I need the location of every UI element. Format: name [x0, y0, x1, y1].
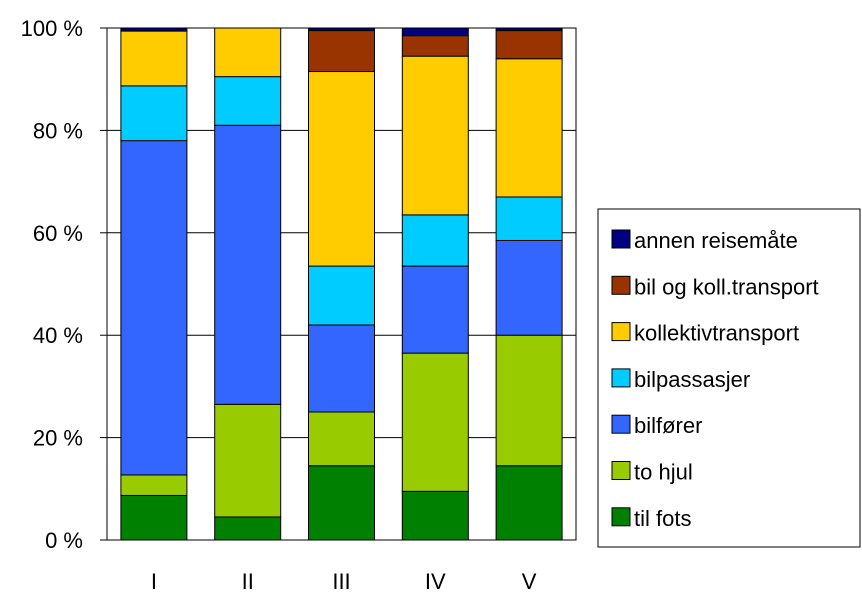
legend-item: bilfører: [611, 413, 702, 438]
x-axis: I II III IV V: [151, 569, 537, 594]
legend: annen reisemåte bil og koll.transport koll…: [597, 208, 861, 548]
y-tick-label: 20 %: [33, 426, 83, 451]
bar-stack-I: [120, 27, 188, 541]
bar-segment: [495, 465, 563, 541]
bar-segment: [120, 30, 188, 87]
legend-swatch: [611, 275, 631, 295]
legend-swatch: [611, 368, 631, 388]
bar-segment: [308, 71, 375, 267]
legend-label: kollektivtransport: [634, 321, 799, 346]
legend-label: bilpassasjer: [634, 367, 750, 392]
bar-stack-IV: [401, 27, 469, 541]
x-tick-label: II: [242, 569, 254, 594]
y-tick-label: 0 %: [45, 528, 83, 553]
y-axis: 0 % 20 % 40 % 60 % 80 % 100 %: [21, 16, 107, 553]
legend-swatch: [611, 507, 631, 527]
bar-segment: [120, 474, 188, 496]
bar-segment: [214, 27, 282, 78]
legend-label: til fots: [634, 506, 691, 531]
plot-area-frame: [106, 27, 577, 541]
x-tick-label: I: [151, 569, 157, 594]
bar-segment: [401, 35, 469, 57]
bar-segment: [401, 55, 469, 216]
bar-segment: [495, 30, 563, 60]
legend-item: bil og koll.transport: [611, 274, 819, 299]
y-tick-label: 40 %: [33, 323, 83, 348]
bar-segment: [495, 58, 563, 198]
bar-stack-II: [214, 27, 282, 541]
bar-segment: [308, 411, 375, 467]
bar-segment: [120, 494, 188, 541]
legend-label: bil og koll.transport: [634, 274, 819, 299]
bar-segment: [120, 140, 188, 476]
legend-label: to hjul: [634, 460, 693, 485]
legend-swatch: [611, 229, 631, 249]
y-tick-label: 60 %: [33, 221, 83, 246]
bar-stack-V: [495, 27, 563, 541]
y-tick-label: 100 %: [21, 16, 83, 41]
bar-stack-III: [308, 27, 375, 541]
legend-swatch: [611, 414, 631, 434]
bar-segment: [214, 516, 282, 541]
bar-segment: [401, 27, 469, 37]
legend-item: annen reisemåte: [611, 228, 798, 253]
bar-segment: [308, 265, 375, 326]
bar-segment: [308, 465, 375, 541]
legend-label: bilfører: [634, 413, 702, 438]
bar-segment: [495, 239, 563, 336]
bar-segment: [120, 85, 188, 142]
bar-segment: [214, 403, 282, 518]
bar-segment: [401, 214, 469, 267]
bar-segment: [308, 324, 375, 413]
x-tick-label: V: [522, 569, 537, 594]
bar-segment: [401, 490, 469, 541]
bar-segment: [401, 265, 469, 354]
legend-item: bilpassasjer: [611, 367, 750, 392]
bar-segment: [495, 334, 563, 467]
legend-item: kollektivtransport: [611, 321, 799, 346]
bar-segment: [401, 352, 469, 492]
legend-swatch: [611, 322, 631, 342]
bar-stacks: [120, 27, 563, 541]
legend-label: annen reisemåte: [634, 228, 798, 253]
bar-segment: [495, 196, 563, 241]
x-tick-label: III: [332, 569, 350, 594]
bar-segment: [214, 76, 282, 126]
legend-box: [597, 208, 861, 548]
legend-swatch: [611, 461, 631, 480]
legend-item: til fots: [611, 506, 691, 531]
bar-segment: [308, 30, 375, 73]
x-tick-label: IV: [425, 569, 446, 594]
y-tick-label: 80 %: [33, 118, 83, 143]
bar-segment: [214, 124, 282, 405]
legend-item: to hjul: [611, 460, 693, 485]
